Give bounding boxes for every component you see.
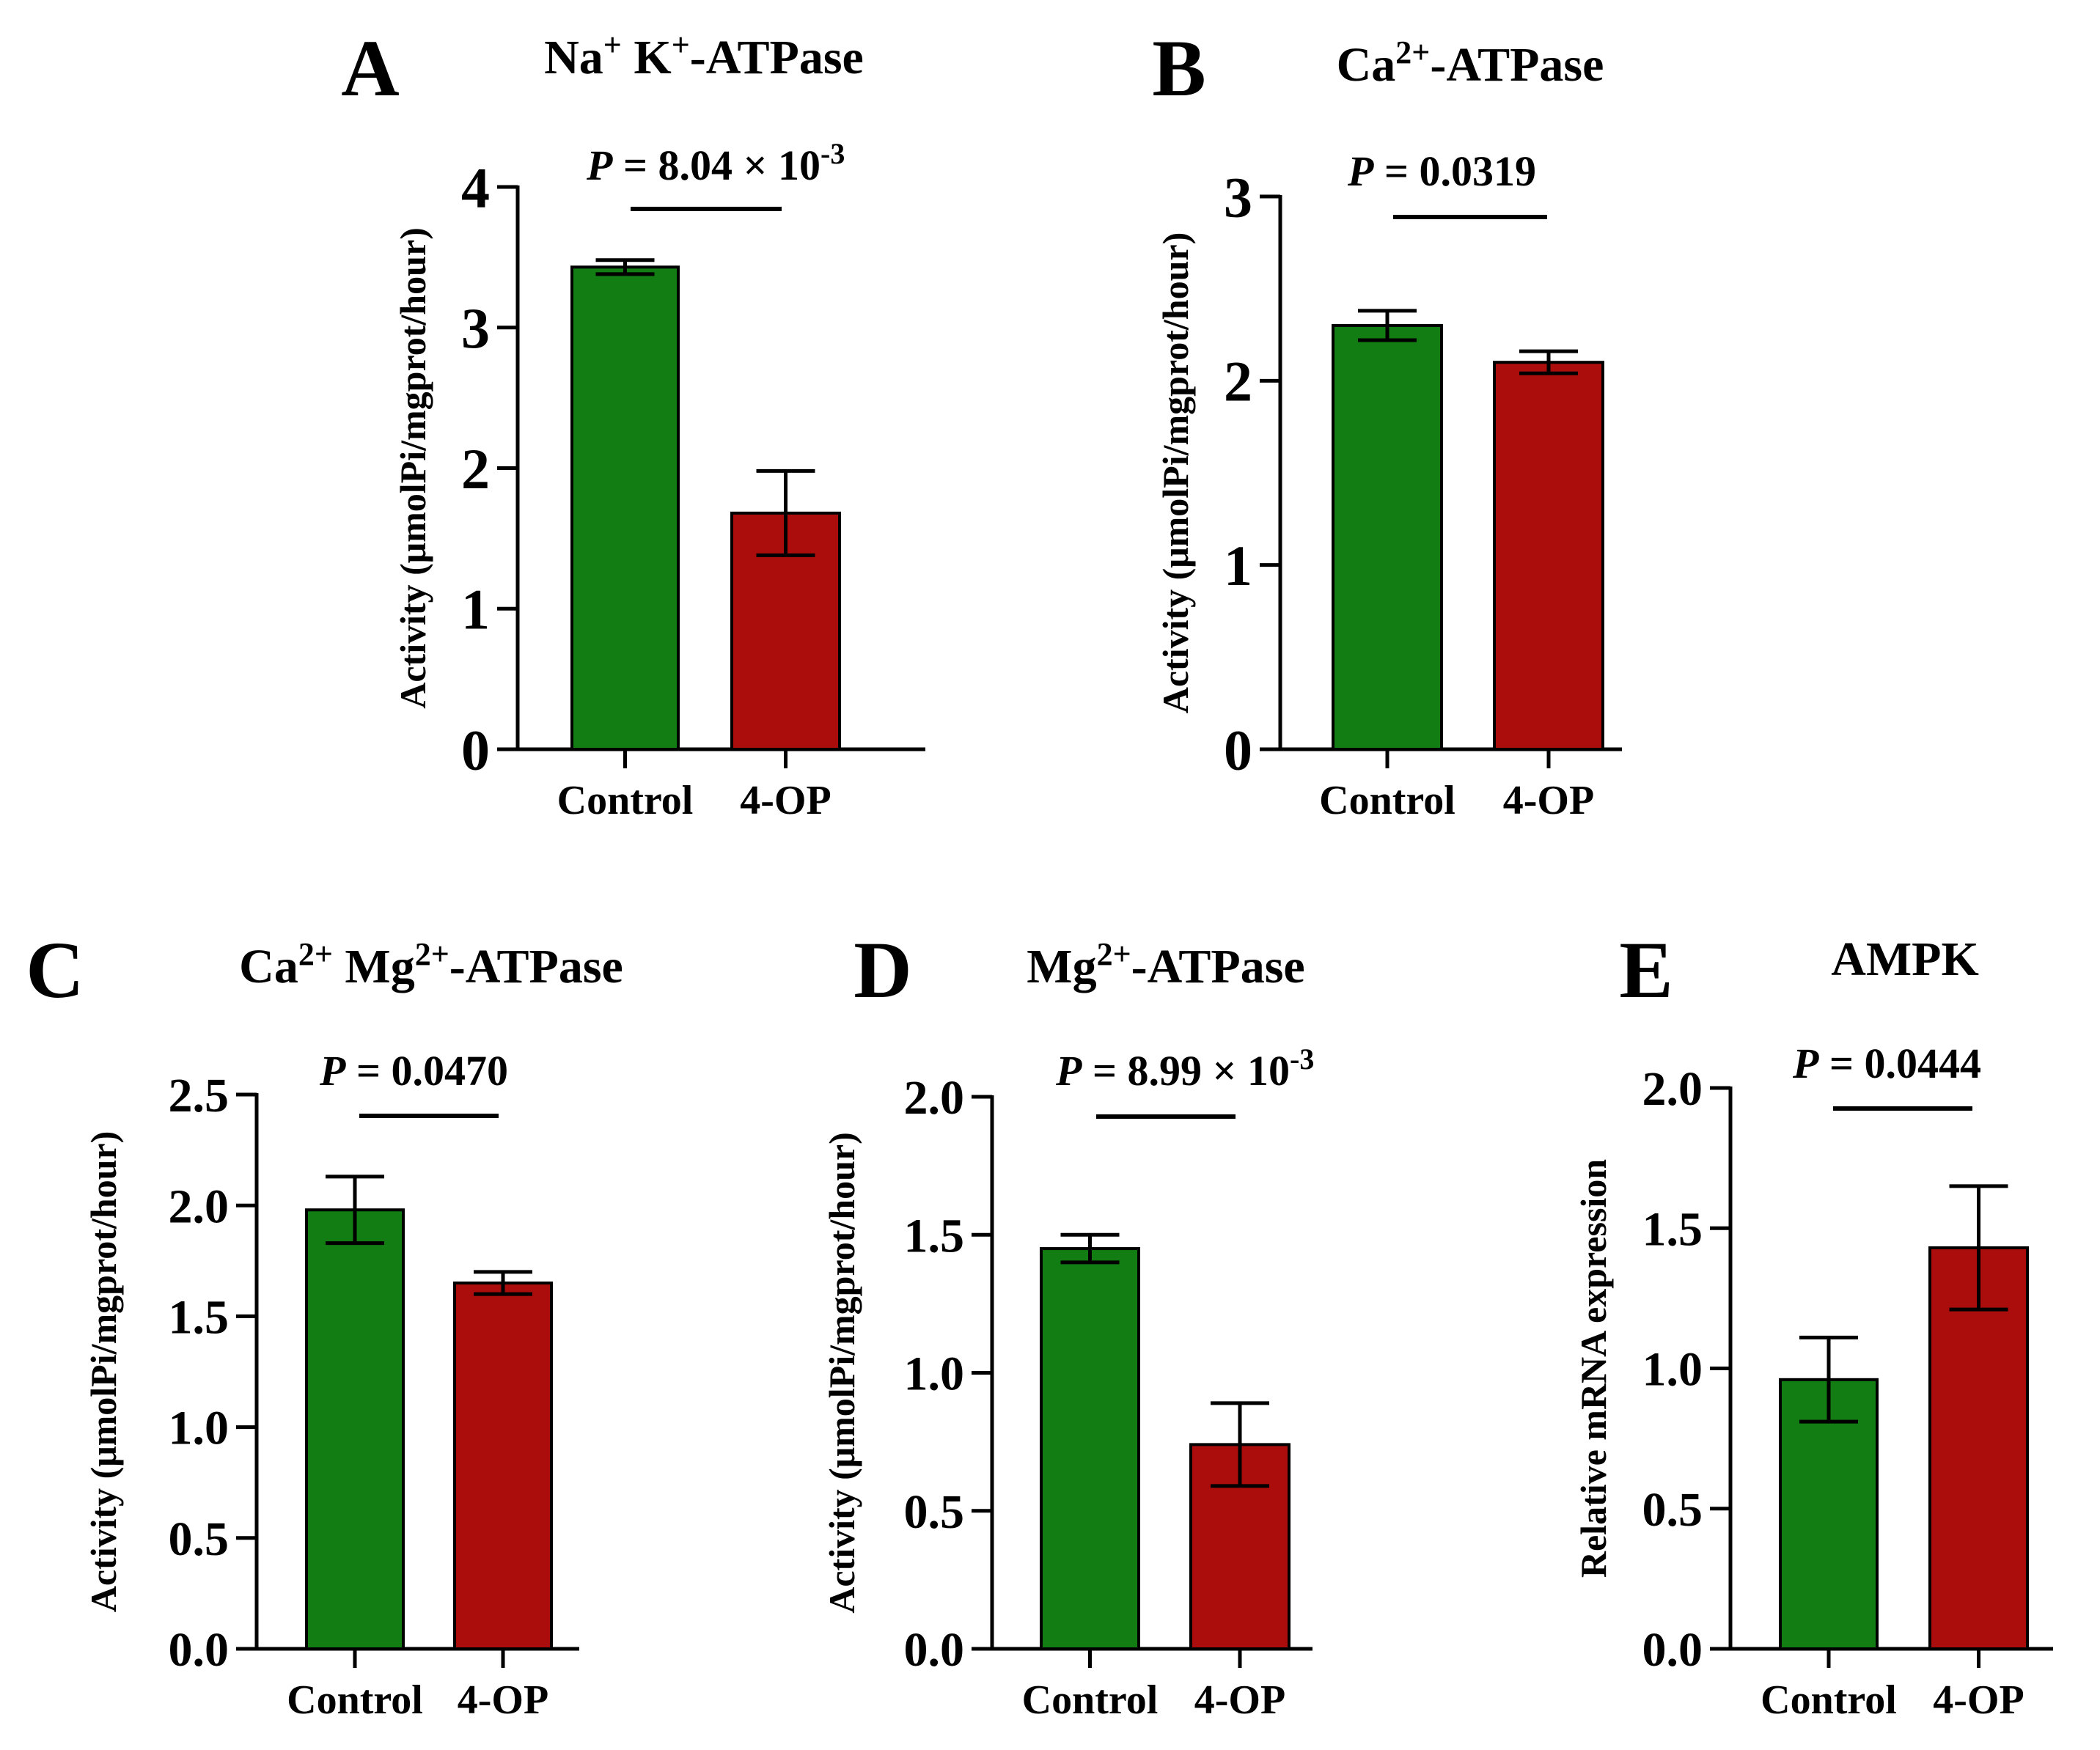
panel-c-y-tick-label: 2.0 [169,1180,230,1233]
panel-b-p-value: P = 0.0319 [1347,147,1536,195]
panel-b-bar-control [1332,323,1443,751]
panel-c-y-tick-label: 2.5 [169,1069,230,1122]
panel-d-bar-control [1040,1247,1140,1650]
panel-d-title: Mg2+-ATPase [1027,936,1304,994]
panel-b-y-tick-label: 1 [1224,534,1252,598]
panel-c-bar-control [305,1208,405,1651]
panel-b-title: Ca2+-ATPase [1337,34,1604,92]
panel-e-p-value: P = 0.0444 [1792,1040,1981,1087]
panel-c-y-tick-label: 1.5 [169,1291,230,1345]
panel-a-y-tick-label: 0 [461,718,490,782]
panel-c-p-value: P = 0.0470 [319,1047,508,1095]
panel-e-letter: E [1619,925,1673,1015]
panel-a-y-tick-label: 4 [461,155,490,219]
panel-a-title: Na+ K+-ATPase [544,27,864,85]
panel-c-letter: C [26,925,84,1015]
panel-b-y-tick-label: 2 [1224,350,1252,413]
panel-b-x-label: 4-OP [1503,778,1594,823]
panel-b-bar-4op [1493,361,1604,751]
panel-a-x-label: 4-OP [740,778,831,823]
panel-e-y-tick-label: 1.5 [1642,1202,1703,1256]
panel-a-letter: A [341,23,399,113]
panel-e-y-tick-label: 2.0 [1642,1062,1703,1116]
panel-b-y-tick-label: 0 [1224,718,1252,782]
panel-b-y-label: Activity (μmolPi/mgprot/hour) [1155,232,1196,714]
panel-c-title: Ca2+ Mg2+-ATPase [239,936,623,994]
panel-a-y-label: Activity (μmolPi/mgprot/hour) [392,227,433,709]
panel-d-p-value: P = 8.99 × 10-3 [1055,1043,1314,1095]
panel-c-y-tick-label: 0.0 [169,1623,230,1677]
panel-e-title: AMPK [1831,933,1979,986]
panel-d-y-tick-label: 2.0 [904,1071,965,1125]
panel-d-x-label: 4-OP [1194,1677,1285,1723]
panel-e-y-tick-label: 1.0 [1642,1343,1703,1397]
panel-e-x-label: 4-OP [1933,1677,2024,1723]
panel-c-y-label: Activity (μmolPi/mgprot/hour) [83,1131,124,1613]
panel-d-y-tick-label: 1.5 [904,1209,965,1262]
panel-d-y-tick-label: 0.0 [904,1623,965,1677]
panel-a-x-label: Control [557,778,694,823]
panel-b-y-tick-label: 3 [1224,165,1252,229]
panel-e-y-tick-label: 0.0 [1642,1623,1703,1677]
panel-e-y-label: Relative mRNA expression [1573,1159,1614,1578]
panel-c-y-tick-label: 0.5 [169,1512,230,1566]
panel-d-letter: D [853,925,911,1015]
panel-a-y-tick-label: 3 [461,296,490,360]
panel-c-x-label: 4-OP [458,1677,548,1723]
panel-c-x-label: Control [287,1677,423,1723]
panel-d-x-label: Control [1022,1677,1159,1723]
panel-d-y-label: Activity (μmolPi/mgprot/hour) [821,1132,862,1614]
panel-b-x-label: Control [1319,778,1455,823]
panel-d-y-tick-label: 0.5 [904,1485,965,1539]
panel-a-y-tick-label: 2 [461,437,490,501]
panel-b-letter: B [1152,23,1205,113]
panel-a-bar-control [570,265,680,751]
panel-e-y-tick-label: 0.5 [1642,1483,1703,1537]
panel-a-p-value: P = 8.04 × 10-3 [586,137,845,190]
panel-d-y-tick-label: 1.0 [904,1348,965,1401]
panel-c-bar-4op [453,1282,553,1651]
panel-e-x-label: Control [1761,1677,1897,1723]
panel-c-y-tick-label: 1.0 [169,1402,230,1455]
panel-a-y-tick-label: 1 [461,578,490,641]
